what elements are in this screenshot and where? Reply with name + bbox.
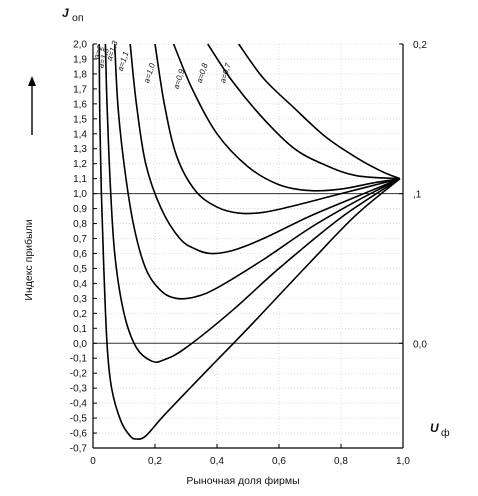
curve-a=1,5 (104, 43, 401, 364)
y-tick-label: -0,6 (70, 429, 88, 440)
x-tick-label: 0,6 (272, 456, 286, 467)
up-arrow-icon (28, 76, 36, 86)
y-tick-label: 1,4 (73, 129, 87, 140)
y-tick-label: 0,7 (73, 234, 87, 245)
curve-a=0,8 (207, 43, 400, 180)
right-tick-label: ,1 (413, 190, 422, 201)
curve-label: a=1,1 (116, 50, 131, 72)
y-tick-label: 1,0 (73, 189, 87, 200)
reference-lines (93, 193, 403, 344)
y-tick-label: 1,3 (73, 144, 87, 155)
x-axis-label: Рыночная доля фирмы (186, 475, 299, 487)
y-tick-label: 1,5 (73, 114, 87, 125)
y-tick-label: -0,3 (70, 384, 88, 395)
curve-label: a=0,9 (172, 68, 187, 91)
x-tick-label: 0,2 (148, 456, 162, 467)
y-tick-label: 0,5 (73, 264, 87, 275)
y-tick-label: 2,0 (73, 40, 87, 51)
x-tick-label: 0,4 (210, 456, 224, 467)
y-tick-label: -0,7 (70, 444, 88, 455)
curve-label: a=2 (92, 44, 105, 60)
x-axis-title-sub: ф (441, 427, 450, 439)
x-tick-label: 1,0 (396, 456, 410, 467)
right-tick-label: 0,2 (413, 40, 427, 51)
y-tick-label: 0,0 (73, 339, 87, 350)
y-tick-label: 1,1 (73, 174, 87, 185)
curve-label: a=0,8 (195, 62, 210, 85)
y-tick-label: 1,7 (73, 84, 87, 95)
curve-a=1,0 (154, 43, 401, 215)
x-tick-label: 0 (90, 456, 96, 467)
y-tick-label: 1,6 (73, 99, 87, 110)
y-tick-label: 0,6 (73, 249, 87, 260)
y-tick-label: -0,2 (70, 369, 88, 380)
labels: -0,7-0,6-0,5-0,4-0,3-0,2-0,10,00,10,20,3… (23, 6, 450, 487)
y-tick-label: -0,5 (70, 414, 88, 425)
y-tick-label: 1,2 (73, 159, 87, 170)
y-tick-label: 0,1 (73, 324, 87, 335)
curve-a=0,7 (238, 43, 401, 180)
y-tick-label: 0,4 (73, 279, 87, 290)
y-axis-title: J (62, 6, 69, 20)
right-tick-label: 0,0 (413, 339, 427, 350)
y-tick-label: 0,3 (73, 294, 87, 305)
y-tick-label: 0,2 (73, 309, 87, 320)
curve-a=0,9 (172, 43, 401, 192)
y-tick-label: 0,8 (73, 219, 87, 230)
y-tick-label: 0,9 (73, 204, 87, 215)
curve-a=1,3 (113, 43, 401, 300)
x-axis-title: U (430, 421, 439, 435)
y-tick-label: 1,9 (73, 54, 87, 65)
y-tick-label: -0,1 (70, 354, 88, 365)
x-tick-label: 0,8 (334, 456, 348, 467)
y-axis-label: Индекс прибыли (23, 219, 35, 300)
y-tick-label: -0,4 (70, 399, 88, 410)
curve-a=1,1 (129, 43, 401, 255)
curve-a=2 (98, 43, 401, 440)
gridlines (92, 43, 404, 449)
y-axis-title-sub: оп (72, 12, 84, 24)
axes (28, 43, 404, 449)
curves (98, 43, 401, 440)
y-tick-label: 1,8 (73, 69, 87, 80)
